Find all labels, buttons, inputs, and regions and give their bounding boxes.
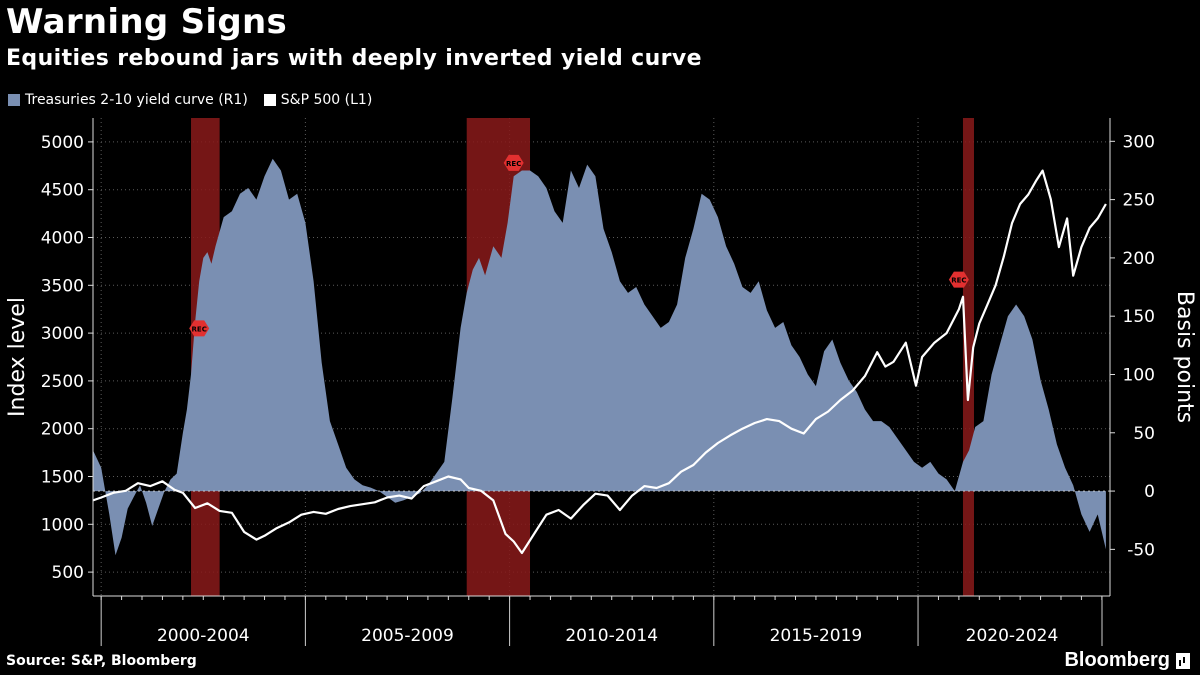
rec-marker-label: REC <box>192 325 207 333</box>
left-tick-label: 2500 <box>41 372 84 392</box>
right-tick-label: 150 <box>1123 307 1155 327</box>
rec-marker-label: REC <box>506 160 521 168</box>
chart-title: Warning Signs <box>6 2 288 42</box>
x-period-label: 2015-2019 <box>770 626 863 646</box>
right-tick-label: 0 <box>1144 482 1155 502</box>
legend-label-spx: S&P 500 (L1) <box>280 92 373 108</box>
legend-item-curve: Treasuries 2-10 yield curve (R1) <box>8 92 248 108</box>
legend-label-curve: Treasuries 2-10 yield curve (R1) <box>25 92 248 108</box>
left-tick-label: 1000 <box>41 515 84 535</box>
left-tick-label: 4500 <box>41 181 84 201</box>
spx-line <box>92 169 1107 555</box>
left-tick-label: 3000 <box>41 324 84 344</box>
legend: Treasuries 2-10 yield curve (R1) S&P 500… <box>8 92 372 108</box>
right-tick-label: 300 <box>1123 132 1155 152</box>
bloomberg-icon <box>1176 652 1190 669</box>
legend-swatch-curve <box>8 94 20 106</box>
left-axis-title: Index level <box>5 297 30 417</box>
right-tick-label: 200 <box>1123 249 1155 269</box>
rec-marker-label: REC <box>951 277 966 285</box>
right-tick-label: 250 <box>1123 191 1155 211</box>
right-axis-title: Basis points <box>1172 291 1197 423</box>
source-note: Source: S&P, Bloomberg <box>6 653 197 669</box>
left-tick-label: 4000 <box>41 229 84 249</box>
chart-subtitle: Equities rebound jars with deeply invert… <box>6 46 702 71</box>
recession-band <box>962 118 974 596</box>
rec-marker <box>503 154 524 171</box>
right-tick-label: 100 <box>1123 365 1155 385</box>
right-tick-label: 50 <box>1133 424 1155 444</box>
left-tick-label: 500 <box>52 563 84 583</box>
left-tick-label: 2000 <box>41 420 84 440</box>
left-tick-label: 3500 <box>41 276 84 296</box>
brand-name: Bloomberg <box>1064 649 1170 671</box>
left-tick-label: 1500 <box>41 468 84 488</box>
legend-swatch-spx <box>263 94 276 106</box>
yield-curve-area <box>93 158 1106 556</box>
rec-marker <box>948 271 969 288</box>
left-tick-label: 5000 <box>41 133 84 153</box>
right-tick-label: -50 <box>1127 540 1155 560</box>
rec-marker <box>189 320 210 337</box>
x-period-label: 2000-2004 <box>157 626 250 646</box>
x-period-label: 2020-2024 <box>966 626 1059 646</box>
x-period-label: 2010-2014 <box>565 626 658 646</box>
x-period-label: 2005-2009 <box>361 626 454 646</box>
brand-logo: Bloomberg <box>1064 649 1190 672</box>
legend-item-spx: S&P 500 (L1) <box>263 92 373 108</box>
